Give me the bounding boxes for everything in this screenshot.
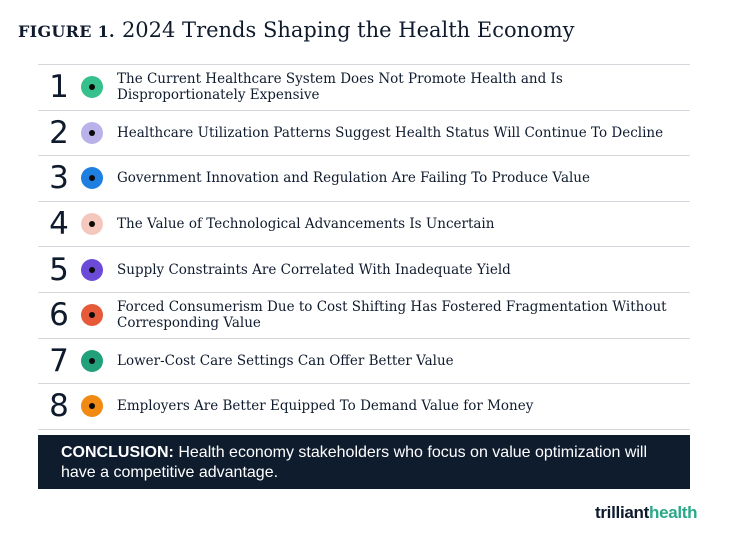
trend-number: 3 <box>49 160 69 197</box>
trend-text: Government Innovation and Regulation Are… <box>117 170 590 187</box>
figure-label: FIGURE 1. <box>18 22 115 41</box>
conclusion-box: CONCLUSION: Health economy stakeholders … <box>38 435 690 489</box>
list-item: 3 Government Innovation and Regulation A… <box>38 156 690 202</box>
trend-text: Supply Constraints Are Correlated With I… <box>117 261 511 278</box>
trend-number: 4 <box>49 206 69 243</box>
list-item: 8 Employers Are Better Equipped To Deman… <box>38 384 690 430</box>
trends-list: 1 The Current Healthcare System Does Not… <box>38 64 690 430</box>
figure-title: FIGURE 1. 2024 Trends Shaping the Health… <box>18 16 728 46</box>
trend-number: 6 <box>49 297 69 334</box>
bullet-dot-icon <box>81 213 103 236</box>
bullet-dot-icon <box>81 121 103 144</box>
trend-number: 1 <box>49 69 69 106</box>
logo-part2: health <box>648 503 698 522</box>
trend-number: 5 <box>49 251 69 288</box>
bullet-dot-icon <box>81 258 103 281</box>
list-item: 1 The Current Healthcare System Does Not… <box>38 65 690 111</box>
list-item: 7 Lower-Cost Care Settings Can Offer Bet… <box>38 339 690 385</box>
trend-text: Forced Consumerism Due to Cost Shifting … <box>117 299 667 332</box>
trilliant-health-logo: trillianthealth <box>595 503 698 523</box>
logo-part1: trilliant <box>595 503 649 522</box>
bullet-dot-icon <box>81 167 103 190</box>
list-item: 5 Supply Constraints Are Correlated With… <box>38 247 690 293</box>
list-item: 6 Forced Consumerism Due to Cost Shiftin… <box>38 293 690 339</box>
trend-text: The Value of Technological Advancements … <box>117 216 495 233</box>
bullet-dot-icon <box>81 395 103 418</box>
trend-number: 2 <box>49 114 69 151</box>
list-item: 4 The Value of Technological Advancement… <box>38 202 690 248</box>
trend-number: 7 <box>49 342 69 379</box>
conclusion-label: CONCLUSION: <box>61 444 174 461</box>
trend-text: Employers Are Better Equipped To Demand … <box>117 398 534 415</box>
list-item: 2 Healthcare Utilization Patterns Sugges… <box>38 111 690 157</box>
bullet-dot-icon <box>81 304 103 327</box>
trend-text: Healthcare Utilization Patterns Suggest … <box>117 124 664 141</box>
bullet-dot-icon <box>81 349 103 372</box>
bullet-dot-icon <box>81 76 103 99</box>
trend-text: Lower-Cost Care Settings Can Offer Bette… <box>117 352 454 369</box>
trend-number: 8 <box>49 388 69 425</box>
conclusion-text: Health economy stakeholders who focus on… <box>61 444 648 481</box>
figure-title-text: 2024 Trends Shaping the Health Economy <box>121 18 575 42</box>
trend-text: The Current Healthcare System Does Not P… <box>117 71 563 104</box>
